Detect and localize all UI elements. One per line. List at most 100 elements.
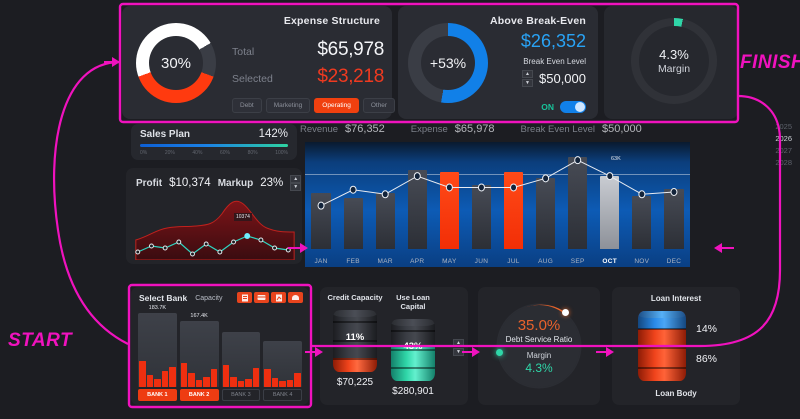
expense-structure-title: Expense Structure (283, 15, 380, 27)
debt-service-ratio-card: 35.0% Debt Service Ratio Margin 4.3% (478, 287, 600, 405)
debt-service-ratio-gauge[interactable]: 35.0% Debt Service Ratio Margin 4.3% (493, 300, 585, 392)
bank-detail-bar (252, 368, 260, 387)
expense-donut-value: 30% (160, 54, 192, 72)
profit-point-label: 10374 (234, 213, 252, 221)
credit-capacity-column: Credit Capacity 11% $70,225 (326, 293, 384, 388)
bank-group-bank-1[interactable]: 183.7K (138, 305, 177, 387)
month-label-oct[interactable]: OCT (602, 258, 618, 265)
bank-group-bank-4[interactable] (263, 315, 302, 387)
expense-tab-other[interactable]: Other (362, 98, 396, 113)
expense-donut-chart[interactable]: 30% (136, 23, 216, 103)
above-break-even-card: Above Break-Even +53% $26,352 Break Even… (398, 6, 598, 119)
month-label-mar[interactable]: MAR (377, 258, 393, 265)
month-label-dec[interactable]: DEC (666, 258, 682, 265)
expense-category-tabs[interactable]: Debt Marketing Operating Other (232, 98, 396, 113)
break-even-donut-chart[interactable]: +53% (408, 23, 488, 103)
bank-button-bank-3[interactable]: BANK 3 (221, 389, 261, 401)
sales-tick: 60% (220, 150, 231, 156)
stepper-up-button[interactable]: ▲ (522, 70, 533, 78)
bank-button-bank-1[interactable]: BANK 1 (138, 389, 177, 401)
break-even-toggle-row[interactable]: ON (541, 101, 586, 113)
sales-plan-card: Sales Plan 142% 0% 20% 40% 60% 80% 100% (131, 124, 297, 160)
expense-tab-operating[interactable]: Operating (314, 98, 359, 113)
month-label-jun[interactable]: JUN (474, 258, 489, 265)
year-option-2026[interactable]: 2026 (775, 134, 792, 143)
month-label-feb[interactable]: FEB (346, 258, 360, 265)
bank-button-bank-4[interactable]: BANK 4 (263, 389, 302, 401)
report-icon[interactable] (237, 292, 252, 303)
month-axis-labels[interactable]: JAN FEB MAR APR MAY JUN JUL AUG SEP OCT NOV DEC (305, 258, 690, 265)
bank-detail-bars (139, 355, 176, 387)
bank-detail-bars (222, 355, 260, 387)
kpi-value: $76,352 (345, 123, 385, 135)
month-label-jan[interactable]: JAN (314, 258, 328, 265)
break-even-level-value: $50,000 (539, 71, 586, 86)
break-even-level-control[interactable]: ▲ ▼ $50,000 (522, 70, 586, 87)
chart-icon[interactable] (271, 292, 286, 303)
year-option-2025[interactable]: 2025 (775, 122, 792, 131)
year-selector[interactable]: 2025 2026 2027 2028 (775, 122, 792, 167)
expense-tab-marketing[interactable]: Marketing (265, 98, 311, 113)
bank-detail-bar (279, 381, 286, 387)
year-option-2027[interactable]: 2027 (775, 146, 792, 155)
credit-capacity-amount: $70,225 (336, 377, 374, 388)
markup-label: Markup (217, 177, 254, 189)
credit-capacity-barrel[interactable]: 11% (333, 310, 377, 372)
break-even-donut-value: +53% (429, 55, 467, 71)
margin-gauge-value: 4.3% (659, 47, 689, 62)
year-option-2028[interactable]: 2028 (775, 158, 792, 167)
vault-icon[interactable] (288, 292, 303, 303)
month-label-may[interactable]: MAY (442, 258, 457, 265)
bank-capacity-bars[interactable]: 183.7K 167.4K (138, 305, 302, 387)
month-label-jul[interactable]: JUL (507, 258, 520, 265)
margin-gauge[interactable]: 4.3% Margin (631, 18, 717, 104)
use-loan-capital-barrel[interactable]: 43% (391, 319, 435, 381)
break-even-stepper[interactable]: ▲ ▼ (522, 70, 533, 87)
profit-value: $10,374 (169, 177, 211, 189)
break-even-toggle-state: ON (541, 102, 554, 112)
markup-stepper[interactable]: ▲ ▼ (290, 175, 302, 191)
month-label-apr[interactable]: APR (410, 258, 425, 265)
bank-detail-bar (210, 369, 218, 387)
loan-capital-stepper[interactable]: ▲ ▼ (453, 339, 464, 356)
expense-selected-row: Selected $23,218 (232, 66, 384, 88)
bank-detail-bar (169, 367, 176, 387)
kpi-value: $50,000 (602, 123, 642, 135)
bank-button-bank-2[interactable]: BANK 2 (179, 389, 219, 401)
sales-tick: 20% (164, 150, 175, 156)
month-label-sep[interactable]: SEP (570, 258, 585, 265)
break-even-switch[interactable] (560, 101, 586, 113)
bank-group-bank-3[interactable] (221, 315, 261, 387)
loan-interest-card: Loan Interest 14% 86% Loan Body (612, 287, 740, 405)
loan-interest-title: Loan Interest (650, 294, 702, 303)
monthly-bar-chart[interactable]: 63K JAN FEB MAR APR MAY JUN JUL AUG SEP OCT NOV DEC (305, 142, 690, 267)
month-label-nov[interactable]: NOV (634, 258, 650, 265)
dsr-start-knob[interactable] (496, 349, 503, 356)
sales-plan-title: Sales Plan (140, 129, 191, 140)
kpi-value: $65,978 (454, 123, 495, 135)
bank-name-buttons[interactable]: BANK 1 BANK 2 BANK 3 BANK 4 (138, 389, 302, 401)
expense-tab-debt[interactable]: Debt (232, 98, 262, 113)
expense-total-row: Total $65,978 (232, 39, 384, 61)
bank-detail-bar (139, 361, 146, 387)
kpi-item: Revenue $76,352 (300, 123, 385, 135)
capacity-label: Capacity (195, 294, 223, 302)
bank-detail-bar (286, 380, 294, 387)
bank-detail-bars (180, 355, 218, 387)
use-loan-capital-title: Use Loan Capital (396, 293, 430, 311)
month-label-aug[interactable]: AUG (538, 258, 554, 265)
bank-detail-bar (188, 373, 195, 387)
break-even-level-label: Break Even Level (523, 57, 586, 66)
bank-capacity-value: 183.7K (148, 305, 167, 311)
bank-group-bank-2[interactable]: 167.4K (179, 313, 219, 387)
card-icon[interactable] (254, 292, 269, 303)
bank-detail-bar (264, 369, 271, 387)
finish-annotation-label: FINISH (740, 52, 800, 73)
stepper-down-button[interactable]: ▼ (522, 79, 533, 87)
dsr-end-knob[interactable] (562, 309, 569, 316)
break-even-title: Above Break-Even (490, 15, 586, 27)
sales-tick: 100% (275, 150, 288, 156)
loan-composition-barrel[interactable] (638, 311, 686, 381)
break-even-amount: $26,352 (520, 31, 586, 51)
bank-action-icons[interactable] (237, 292, 303, 303)
